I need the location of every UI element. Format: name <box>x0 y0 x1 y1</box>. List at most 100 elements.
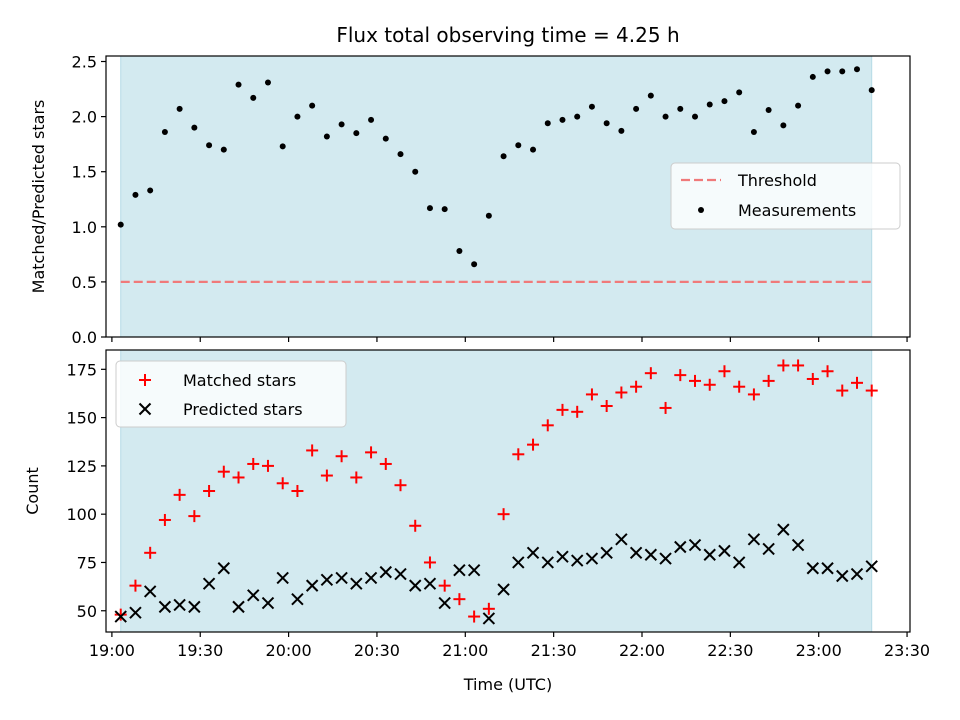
predicted-star-marker-b <box>364 571 378 585</box>
x-tick-label: 20:00 <box>266 641 312 660</box>
predicted-star-marker-b <box>350 577 363 590</box>
predicted-star-marker <box>232 600 245 614</box>
predicted-star-marker-b <box>143 585 157 598</box>
predicted-star-marker-b <box>674 540 687 554</box>
measurement-point <box>368 116 375 123</box>
x-tick-label: 19:00 <box>89 641 135 660</box>
predicted-star-marker-b <box>158 600 172 614</box>
measurement-point <box>868 87 875 94</box>
predicted-star-marker <box>143 585 157 598</box>
y-tick-label: 75 <box>77 553 97 572</box>
matched-star-marker <box>777 359 790 372</box>
matched-star-marker <box>453 593 466 606</box>
predicted-star-marker-b <box>379 565 392 579</box>
matched-star-marker <box>423 556 436 569</box>
matched-star-marker <box>158 513 171 526</box>
legend-top: Threshold Measurements <box>670 162 901 230</box>
y-tick-label: 50 <box>77 602 97 621</box>
matched-star-marker <box>114 608 127 621</box>
predicted-star-marker <box>644 548 658 561</box>
matched-star-marker <box>468 610 481 623</box>
predicted-star-marker <box>291 592 304 606</box>
matched-star-marker <box>630 380 643 393</box>
predicted-star-marker <box>438 596 451 610</box>
matched-star-marker <box>571 405 584 418</box>
predicted-star-marker-b <box>394 567 407 581</box>
predicted-star-marker <box>703 548 716 561</box>
predicted-star-marker <box>482 612 496 625</box>
matched-star-marker <box>806 372 819 385</box>
measurement-point <box>294 113 301 120</box>
predicted-star-marker <box>747 533 761 546</box>
measurement-point <box>721 98 728 105</box>
legend-box <box>115 360 347 428</box>
x-tick-label: 20:30 <box>354 641 400 660</box>
measurement-point <box>147 187 154 194</box>
measurement-point <box>353 130 360 137</box>
y-tick-label: 2.0 <box>72 108 97 127</box>
legend-threshold-label: Threshold <box>737 171 817 190</box>
matched-star-marker <box>836 384 849 397</box>
measurement-point <box>250 94 257 101</box>
matched-star-marker <box>365 446 378 459</box>
matched-star-marker <box>821 365 834 378</box>
predicted-star-marker-b <box>497 583 510 596</box>
predicted-star-marker <box>629 546 643 560</box>
matched-star-marker <box>335 450 348 463</box>
measurement-point <box>853 66 860 73</box>
y-tick-label: 150 <box>66 409 97 428</box>
predicted-star-marker-b <box>482 612 496 625</box>
predicted-star-marker-b <box>747 533 761 546</box>
predicted-star-marker <box>276 571 289 585</box>
matched-star-marker <box>497 508 510 521</box>
predicted-star-marker <box>541 556 554 569</box>
predicted-star-marker <box>659 552 672 565</box>
predicted-star-marker <box>320 573 334 587</box>
predicted-star-marker <box>688 538 702 552</box>
measurement-point <box>412 168 419 175</box>
predicted-star-marker-b <box>291 592 304 606</box>
predicted-star-marker <box>806 562 820 575</box>
matched-star-marker <box>482 602 495 615</box>
matched-star-marker <box>173 488 186 501</box>
legend-matched-swatch <box>139 374 151 386</box>
predicted-star-marker <box>364 571 378 585</box>
predicted-star-marker <box>556 550 569 563</box>
predicted-star-marker-b <box>556 550 569 563</box>
matched-star-marker <box>247 457 260 470</box>
x-tick-label: 19:30 <box>177 641 223 660</box>
y-tick-label: 0.0 <box>72 328 97 347</box>
measurement-point <box>485 212 492 219</box>
measurement-point <box>647 92 654 99</box>
matched-star-marker <box>512 448 525 461</box>
predicted-star-marker-b <box>438 596 451 610</box>
measurement-point <box>456 248 463 255</box>
predicted-star-marker-b <box>865 560 878 573</box>
predicted-star-marker <box>467 563 481 577</box>
measurement-point <box>397 151 404 158</box>
predicted-star-marker <box>350 577 363 590</box>
predicted-star-marker-b <box>247 589 260 602</box>
predicted-star-marker-b <box>512 556 525 569</box>
predicted-star-marker <box>188 600 201 614</box>
y-axis-label-top: Matched/Predicted stars <box>29 100 48 294</box>
predicted-star-marker-b <box>571 554 584 567</box>
measurement-point <box>176 105 183 112</box>
matched-star-marker <box>129 579 142 592</box>
predicted-star-marker <box>836 569 849 583</box>
predicted-star-marker-b <box>659 552 672 565</box>
y-tick-label: 175 <box>66 360 97 379</box>
legend-measurements-swatch <box>698 207 704 213</box>
predicted-star-marker-b <box>320 573 334 587</box>
predicted-star-marker-b <box>850 567 864 581</box>
y-tick-label: 0.5 <box>72 273 97 292</box>
measurement-point <box>780 122 787 129</box>
predicted-star-marker <box>865 560 878 573</box>
predicted-star-marker <box>409 579 422 592</box>
predicted-star-marker <box>129 606 142 619</box>
matched-star-marker <box>644 367 657 380</box>
predicted-star-marker-b <box>806 562 820 575</box>
predicted-star-marker-b <box>615 533 628 546</box>
legend-matched-label: Matched stars <box>183 371 296 390</box>
measurement-point <box>544 120 551 127</box>
